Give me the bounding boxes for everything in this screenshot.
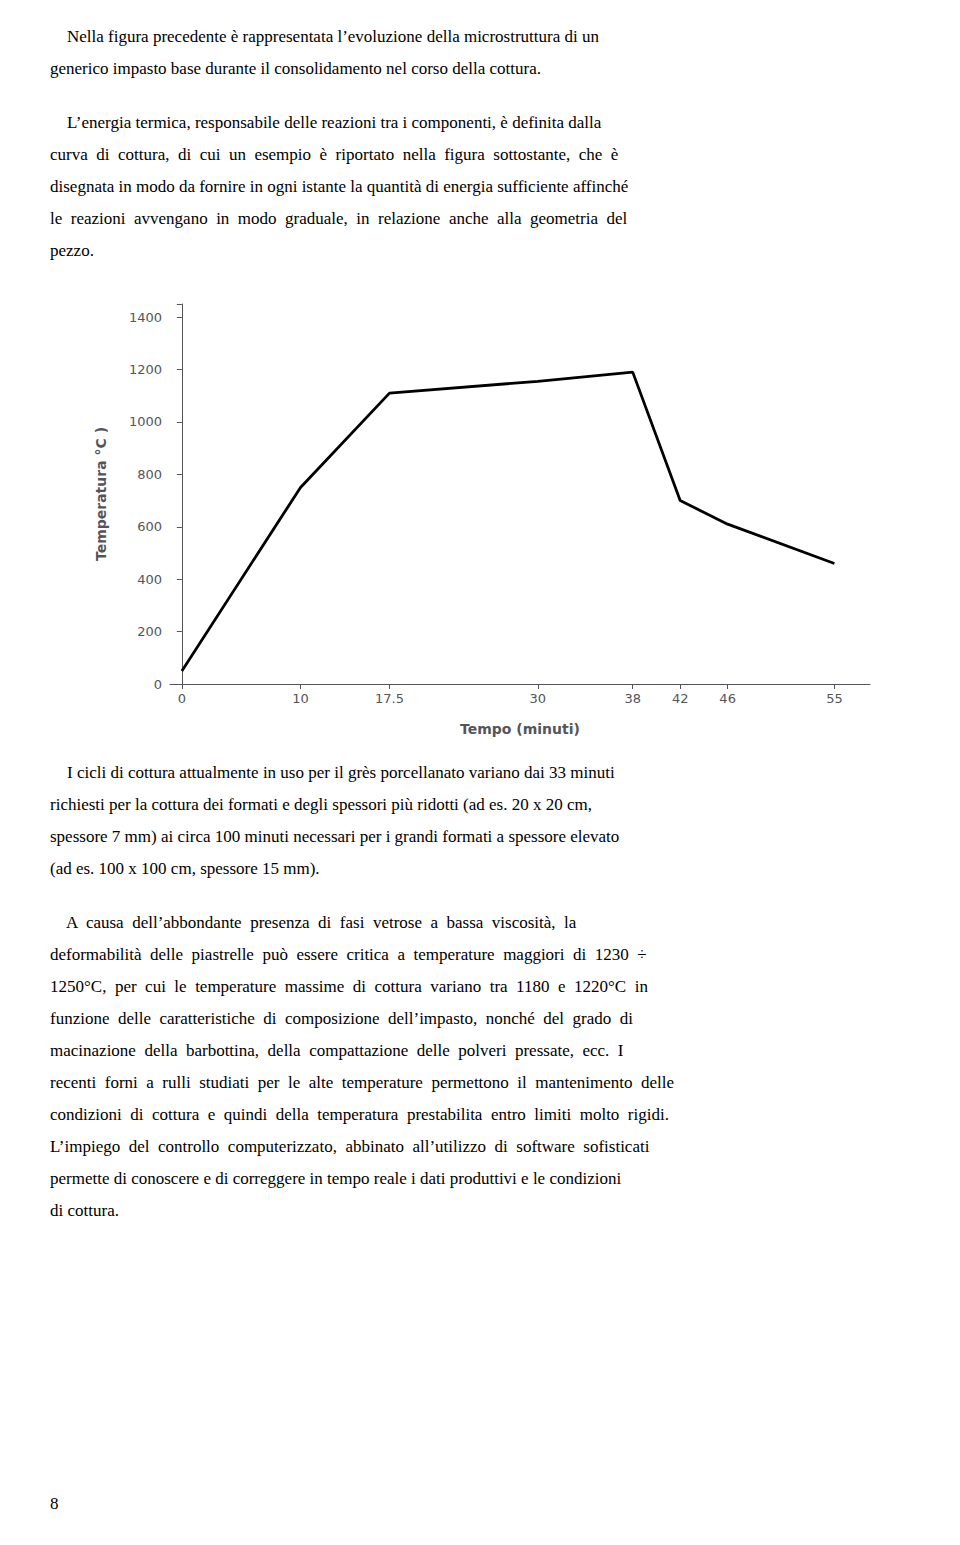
svg-text:macinazione della barbottina: macinazione della barbottina, della comp… (50, 1041, 624, 1060)
svg-text:(ad es. 100 x 100 cm, spessore: (ad es. 100 x 100 cm, spessore 15 mm). (50, 859, 320, 878)
svg-text:800: 800 (137, 467, 162, 482)
svg-text:L’impiego del controllo com: L’impiego del controllo computerizzato, … (50, 1137, 650, 1156)
svg-text:curva di cottura, di cui: curva di cottura, di cui un esempio è ri… (50, 145, 618, 164)
svg-text:1000: 1000 (129, 414, 162, 429)
svg-text:400: 400 (137, 572, 162, 587)
svg-text:0: 0 (178, 691, 186, 706)
svg-text:recenti forni a rulli stud: recenti forni a rulli studiati per le al… (50, 1073, 674, 1092)
svg-text:deformabilità delle piastrel: deformabilità delle piastrelle può esser… (50, 945, 647, 964)
svg-text:55: 55 (826, 691, 843, 706)
svg-text:pezzo.: pezzo. (50, 241, 94, 260)
svg-text:Tempo (minuti): Tempo (minuti) (460, 721, 580, 737)
svg-text:0: 0 (154, 677, 162, 692)
svg-text:1250°C, per cui le tempera: 1250°C, per cui le temperature massime d… (50, 977, 648, 996)
svg-text:permette di conoscere e di cor: permette di conoscere e di correggere in… (50, 1169, 621, 1188)
svg-text:spessore 7 mm) ai circa 100 mi: spessore 7 mm) ai circa 100 minuti neces… (50, 827, 619, 846)
svg-text:46: 46 (719, 691, 736, 706)
svg-text:richiesti per la cottura dei f: richiesti per la cottura dei formati e d… (50, 795, 592, 814)
svg-text:di cottura.: di cottura. (50, 1201, 119, 1220)
svg-text:200: 200 (137, 624, 162, 639)
svg-text:30: 30 (530, 691, 547, 706)
svg-text:generico impasto base durante: generico impasto base durante il consoli… (50, 59, 541, 78)
svg-text:condizioni di cottura e qu: condizioni di cottura e quindi della tem… (50, 1105, 669, 1124)
svg-text:8: 8 (50, 1494, 59, 1513)
svg-text:600: 600 (137, 519, 162, 534)
svg-text:38: 38 (624, 691, 641, 706)
svg-text:42: 42 (672, 691, 689, 706)
svg-text:1400: 1400 (129, 310, 162, 325)
svg-text:le reazioni avvengano in m: le reazioni avvengano in modo graduale, … (50, 209, 628, 228)
svg-text:A causa dell’abbondante pre: A causa dell’abbondante presenza di fasi… (50, 913, 577, 932)
svg-text:10: 10 (292, 691, 309, 706)
svg-text:L’energia termica, responsabil: L’energia termica, responsabile delle re… (50, 113, 602, 132)
svg-text:I cicli di cottura attualmente: I cicli di cottura attualmente in uso pe… (50, 763, 615, 782)
svg-text:17.5: 17.5 (375, 691, 404, 706)
svg-text:disegnata in modo da fornire i: disegnata in modo da fornire in ogni ist… (50, 177, 628, 196)
svg-text:funzione delle caratteristic: funzione delle caratteristiche di compos… (50, 1009, 633, 1028)
svg-text:Temperatura °C ): Temperatura °C ) (93, 427, 109, 561)
svg-text:1200: 1200 (129, 362, 162, 377)
svg-text:Nella figura precedente è rapp: Nella figura precedente è rappresentata … (50, 27, 599, 46)
